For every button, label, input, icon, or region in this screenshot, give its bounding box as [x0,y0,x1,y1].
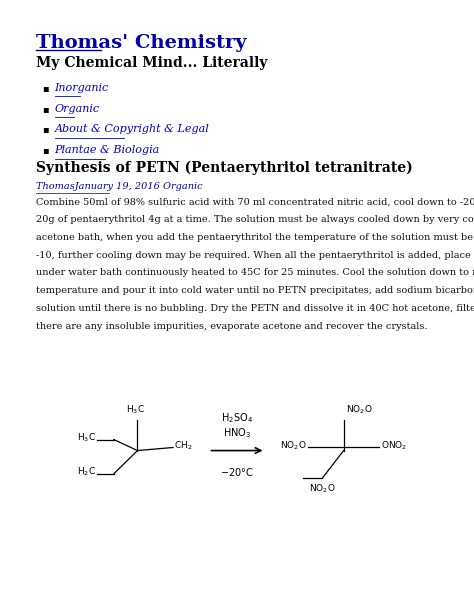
Text: My Chemical Mind... Literally: My Chemical Mind... Literally [36,56,267,70]
Text: solution until there is no bubbling. Dry the PETN and dissolve it in 40C hot ace: solution until there is no bubbling. Dry… [36,304,474,313]
Text: $\mathsf{CH_2}$: $\mathsf{CH_2}$ [174,440,193,452]
Text: $\mathsf{NO_2O}$: $\mathsf{NO_2O}$ [309,482,336,495]
Text: About & Copyright & Legal: About & Copyright & Legal [55,124,209,134]
Text: ▪: ▪ [42,124,48,134]
Text: $\mathsf{H_2C}$: $\mathsf{H_2C}$ [77,466,96,478]
Text: Synthesis of PETN (Pentaerythritol tetranitrate): Synthesis of PETN (Pentaerythritol tetra… [36,161,412,175]
Text: $\mathsf{HNO_3}$: $\mathsf{HNO_3}$ [223,425,251,440]
Text: 20g of pentaerythritol 4g at a time. The solution must be always cooled down by : 20g of pentaerythritol 4g at a time. The… [36,215,474,224]
Text: $\mathsf{-20\degree C}$: $\mathsf{-20\degree C}$ [220,466,254,478]
Text: Thomas' Chemistry: Thomas' Chemistry [36,34,253,51]
Text: -10, further cooling down may be required. When all the pentaerythritol is added: -10, further cooling down may be require… [36,251,474,260]
Text: Organic: Organic [55,104,100,113]
Text: $\mathsf{NO_2O}$: $\mathsf{NO_2O}$ [346,403,373,416]
Text: Inorganic: Inorganic [55,83,109,93]
Text: Combine 50ml of 98% sulfuric acid with 70 ml concentrated nitric acid, cool down: Combine 50ml of 98% sulfuric acid with 7… [36,197,474,207]
Text: $\mathsf{ONO_2}$: $\mathsf{ONO_2}$ [381,440,407,452]
Text: under water bath continuously heated to 45C for 25 minutes. Cool the solution do: under water bath continuously heated to … [36,268,474,278]
Text: there are any insoluble impurities, evaporate acetone and recover the crystals.: there are any insoluble impurities, evap… [36,322,427,331]
Text: ▪: ▪ [42,104,48,113]
Text: temperature and pour it into cold water until no PETN precipitates, add sodium b: temperature and pour it into cold water … [36,286,474,295]
Text: $\mathsf{NO_2O}$: $\mathsf{NO_2O}$ [280,440,307,452]
Text: ▪: ▪ [42,145,48,155]
Text: $\mathsf{H_3C}$: $\mathsf{H_3C}$ [126,403,145,416]
Text: Plantae & Biologia: Plantae & Biologia [55,145,160,155]
Text: ThomasJanuary 19, 2016 Organic: ThomasJanuary 19, 2016 Organic [36,182,202,191]
Text: $\mathsf{H_2SO_4}$: $\mathsf{H_2SO_4}$ [221,411,253,425]
Text: acetone bath, when you add the pentaerythritol the temperature of the solution m: acetone bath, when you add the pentaeryt… [36,233,474,242]
Text: $\mathsf{H_3C}$: $\mathsf{H_3C}$ [77,432,96,444]
Text: ▪: ▪ [42,83,48,93]
